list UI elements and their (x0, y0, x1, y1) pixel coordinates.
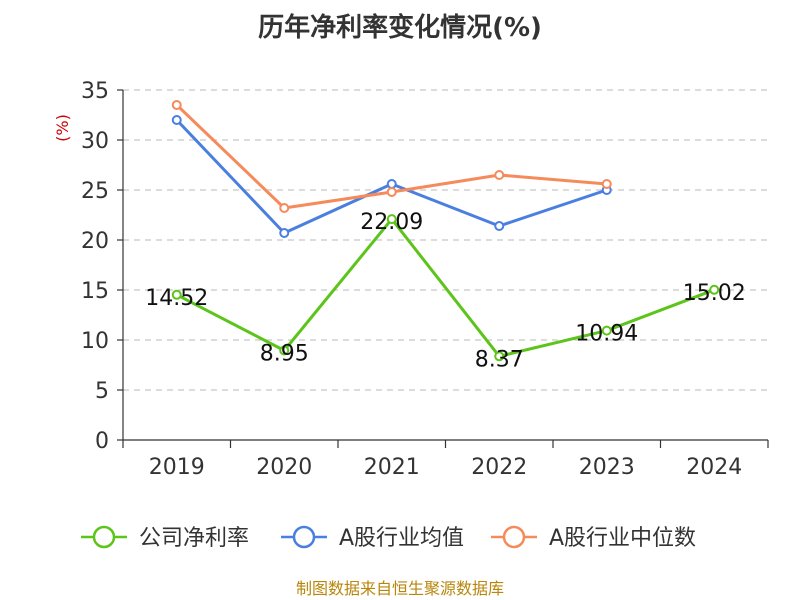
data-point (709, 284, 720, 295)
data-label: 15.02 (683, 281, 746, 306)
x-tick-label: 2023 (579, 455, 635, 480)
data-point (494, 351, 505, 362)
data-point (279, 345, 290, 356)
legend-marker-icon (292, 525, 316, 549)
x-tick-label: 2022 (471, 455, 527, 480)
data-point (494, 170, 505, 180)
data-point (601, 179, 612, 189)
y-tick-label: 25 (81, 179, 109, 204)
data-point (171, 289, 182, 300)
data-point (386, 179, 397, 189)
data-label: 8.37 (475, 347, 524, 372)
legend-marker-icon (92, 525, 116, 549)
legend-item[interactable]: 公司净利率 (81, 525, 249, 551)
legend-item[interactable]: A股行业中位数 (491, 525, 696, 551)
y-tick-label: 0 (95, 429, 109, 454)
legend: 公司净利率 A股行业均值 A股行业中位数 (81, 525, 696, 551)
legend-label: A股行业均值 (339, 526, 464, 551)
data-point (279, 228, 290, 238)
legend-item[interactable]: A股行业均值 (281, 525, 464, 551)
data-label: 8.95 (260, 342, 309, 367)
data-label: 14.52 (145, 286, 208, 311)
y-axis-unit-label: (%) (53, 114, 72, 142)
data-point (171, 115, 182, 125)
data-point (171, 100, 182, 110)
data-point (279, 203, 290, 213)
x-tick-label: 2020 (256, 455, 312, 480)
legend-marker-icon (502, 525, 526, 549)
x-tick-label: 2024 (686, 455, 742, 480)
x-tick-label: 2019 (149, 455, 205, 480)
y-tick-label: 15 (81, 279, 109, 304)
legend-label: 公司净利率 (139, 526, 249, 551)
data-point (386, 214, 397, 225)
series-line (176, 217, 715, 358)
y-tick-label: 20 (81, 229, 109, 254)
data-label: 10.94 (575, 322, 638, 347)
legend-label: A股行业中位数 (549, 526, 696, 551)
series-lines (171, 100, 720, 362)
axes: 0 5 10 15 20 25 30 35 2019 2020 2021 2022 2023 2024 (81, 79, 769, 480)
gridlines (123, 89, 768, 391)
source-note: 制图数据来自恒生聚源数据库 (296, 579, 504, 598)
y-tick-label: 35 (81, 79, 109, 104)
y-tick-label: 30 (81, 129, 109, 154)
y-tick-label: 5 (95, 379, 109, 404)
data-point (494, 221, 505, 231)
chart-title: 历年净利率变化情况(%) (258, 12, 542, 43)
data-labels: 14.52 8.95 22.09 8.37 10.94 15.02 (145, 210, 745, 372)
y-tick-label: 10 (81, 329, 109, 354)
data-point (386, 187, 397, 197)
x-tick-label: 2021 (364, 455, 420, 480)
data-point (601, 325, 612, 336)
data-label: 22.09 (360, 210, 423, 235)
